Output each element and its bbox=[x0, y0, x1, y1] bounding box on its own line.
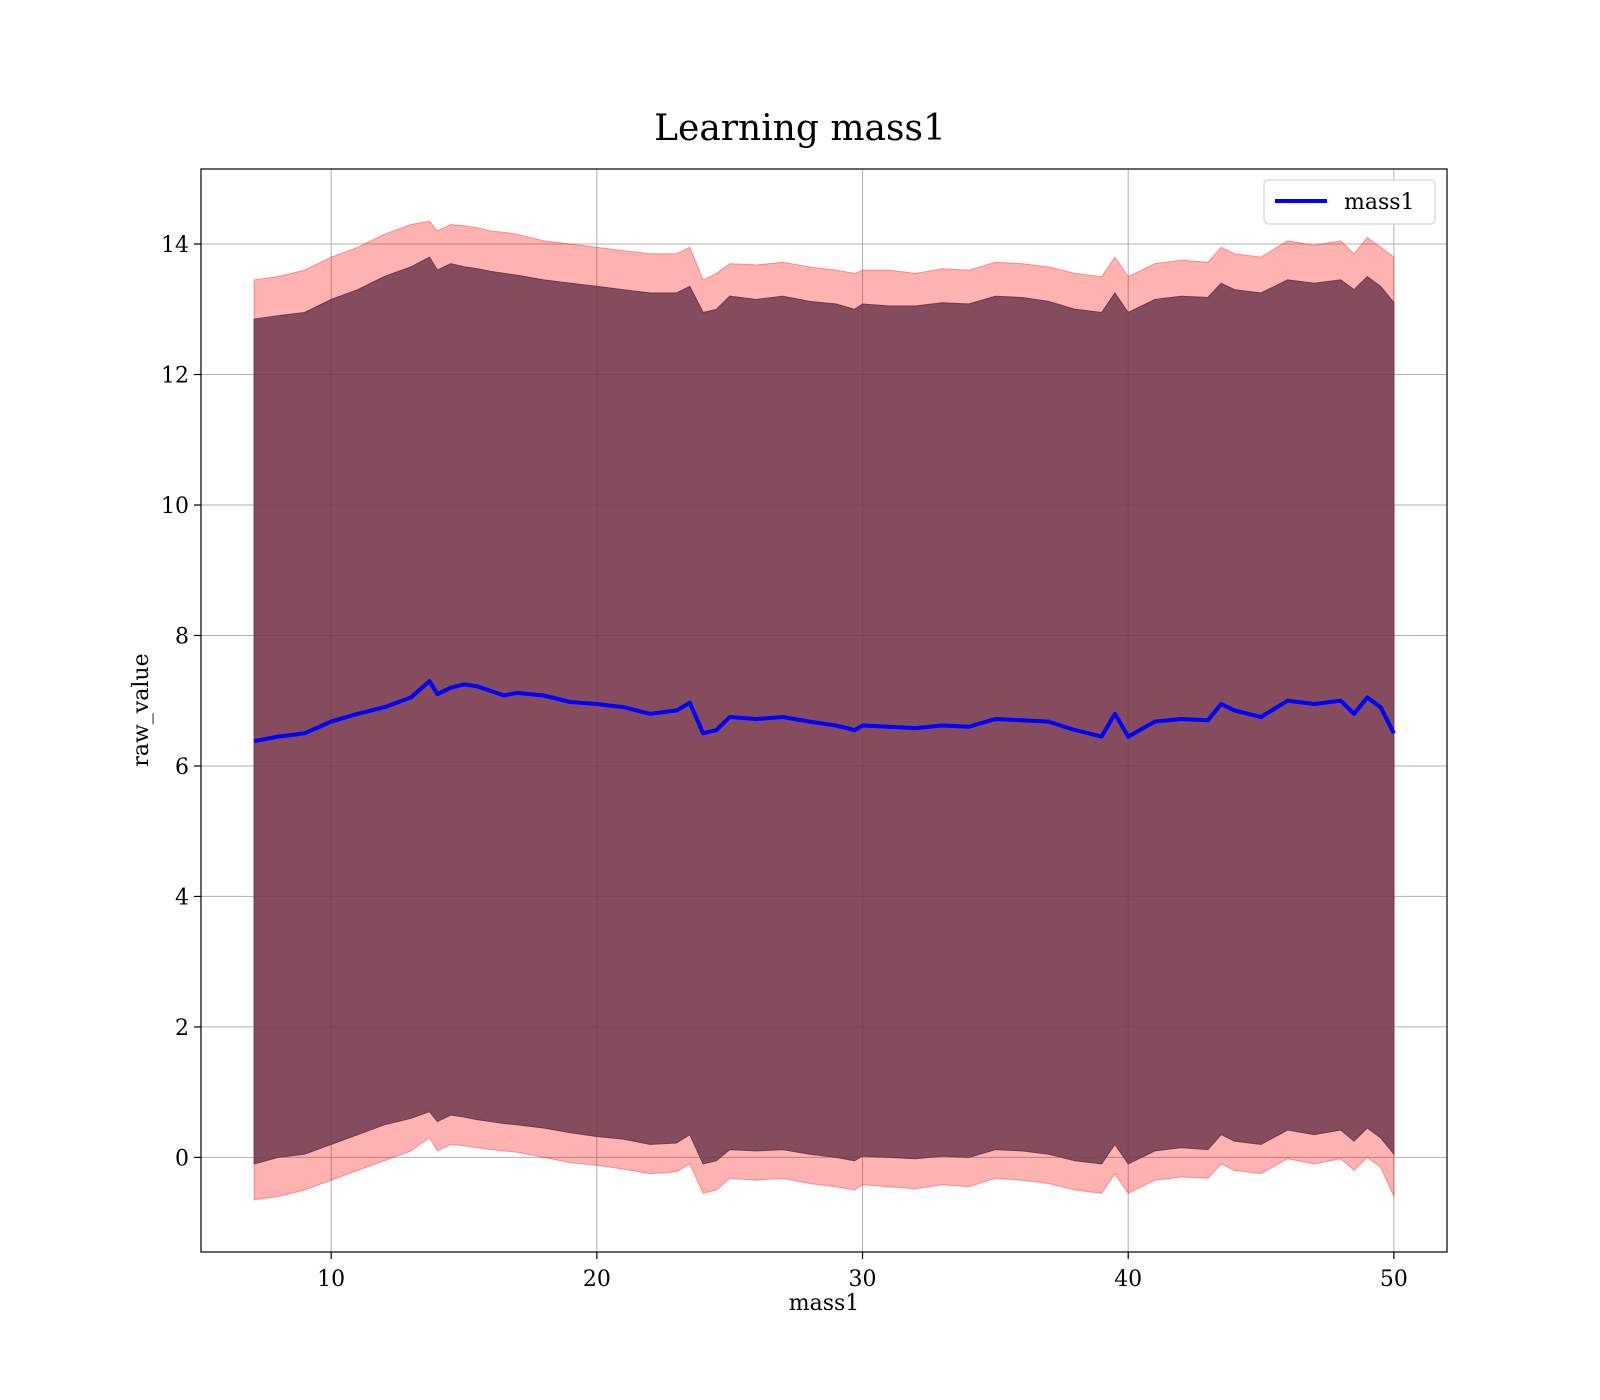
y-axis-label: raw_value bbox=[129, 653, 154, 766]
y-tick-label-6: 12 bbox=[161, 364, 189, 389]
x-ticks: 10 20 30 40 50 bbox=[317, 1252, 1408, 1292]
y-tick-label-5: 10 bbox=[161, 494, 189, 519]
y-ticks: 0 2 4 6 8 10 12 14 bbox=[161, 233, 201, 1171]
y-tick-label-4: 8 bbox=[175, 624, 189, 649]
x-tick-label-3: 40 bbox=[1114, 1267, 1142, 1292]
y-tick-label-3: 6 bbox=[175, 755, 189, 780]
series-line-mass1 bbox=[253, 679, 1396, 744]
x-tick-label-1: 20 bbox=[583, 1267, 611, 1292]
plot-frame bbox=[200, 168, 1448, 1253]
x-tick-label-2: 30 bbox=[849, 1267, 877, 1292]
y-tick-label-0: 0 bbox=[175, 1146, 189, 1171]
legend-label-mass1: mass1 bbox=[1344, 190, 1415, 215]
x-tick-label-0: 10 bbox=[317, 1267, 345, 1292]
y-tick-label-1: 2 bbox=[175, 1016, 189, 1041]
y-tick-label-2: 4 bbox=[175, 885, 189, 910]
legend: mass1 bbox=[1263, 179, 1436, 225]
series-lines bbox=[253, 679, 1396, 744]
y-tick-label-7: 14 bbox=[161, 233, 189, 258]
bands bbox=[253, 220, 1395, 1201]
x-tick-label-4: 50 bbox=[1380, 1267, 1408, 1292]
inner-band bbox=[253, 256, 1395, 1165]
legend-box bbox=[1263, 179, 1436, 225]
chart-title: Learning mass1 bbox=[654, 108, 946, 149]
x-axis-label: mass1 bbox=[789, 1291, 860, 1316]
